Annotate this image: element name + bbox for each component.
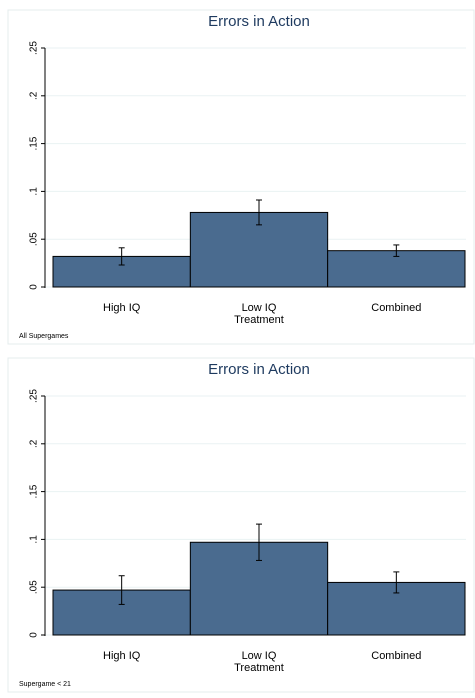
y-tick-label: .2 bbox=[29, 439, 40, 448]
error-bar bbox=[118, 575, 125, 605]
y-tick-label: 0 bbox=[29, 284, 40, 290]
y-tick-label: .25 bbox=[29, 389, 40, 403]
error-bar bbox=[393, 571, 400, 594]
error-bar bbox=[393, 244, 400, 257]
y-tick-label: .1 bbox=[29, 187, 40, 196]
y-tick-label: 0 bbox=[29, 632, 40, 638]
y-tick-label: .15 bbox=[29, 484, 40, 498]
x-tick-label: High IQ bbox=[103, 302, 141, 314]
error-bar bbox=[256, 199, 262, 226]
chart-title: Errors in Action bbox=[208, 13, 310, 30]
x-tick-label: Low IQ bbox=[242, 650, 277, 662]
y-tick-label: .1 bbox=[29, 535, 40, 544]
y-tick-label: .05 bbox=[29, 580, 40, 594]
x-tick-label: Low IQ bbox=[242, 302, 277, 314]
panel-background bbox=[7, 357, 475, 693]
note: Supergame < 21 bbox=[19, 681, 71, 688]
y-tick-label: .25 bbox=[29, 41, 40, 55]
note: All Supergames bbox=[19, 333, 69, 340]
x-axis-label: Treatment bbox=[234, 314, 284, 326]
x-tick-label: Combined bbox=[371, 650, 421, 662]
chart-panel: 0 .05 .1 .15 .2 .25 Errors in Action High IQ Low… bbox=[7, 9, 475, 345]
chart-panel: 0 .05 .1 .15 .2 .25 Errors in Action High IQ Low… bbox=[7, 357, 475, 693]
x-tick-label: High IQ bbox=[103, 650, 141, 662]
error-bar bbox=[118, 247, 125, 266]
y-tick-label: .15 bbox=[29, 136, 40, 150]
y-tick-label: .2 bbox=[29, 91, 40, 100]
x-axis-label: Treatment bbox=[234, 662, 284, 674]
error-bar bbox=[256, 523, 262, 561]
panel-background bbox=[7, 9, 475, 345]
y-tick-label: .05 bbox=[29, 232, 40, 246]
x-tick-label: Combined bbox=[371, 302, 421, 314]
chart-title: Errors in Action bbox=[208, 361, 310, 378]
